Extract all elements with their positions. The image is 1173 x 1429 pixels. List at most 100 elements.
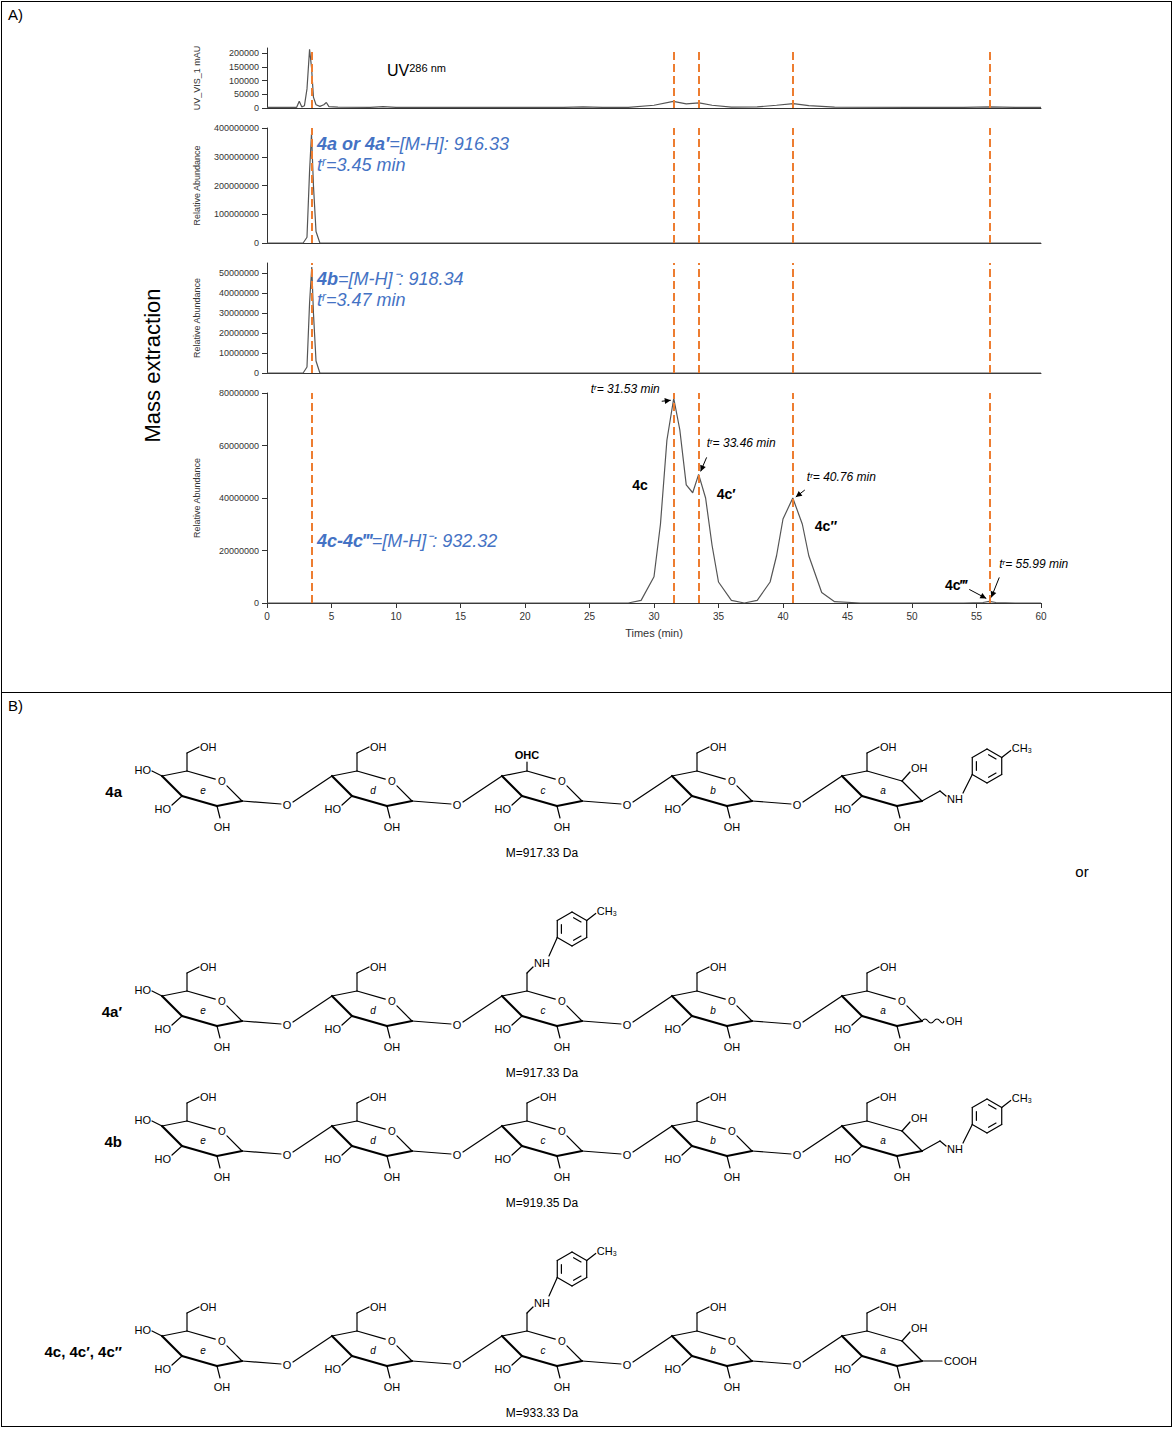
svg-text:45: 45 bbox=[842, 611, 854, 622]
svg-text:OH: OH bbox=[384, 1381, 401, 1393]
svg-text:c: c bbox=[541, 1005, 546, 1016]
svg-text:O: O bbox=[453, 1149, 462, 1161]
svg-text:O: O bbox=[623, 1149, 632, 1161]
svg-text:O: O bbox=[623, 1019, 632, 1031]
svg-text:CH₃: CH₃ bbox=[1012, 742, 1032, 754]
svg-text:=[M-H]: 916.33: =[M-H]: 916.33 bbox=[389, 134, 509, 154]
svg-text:CH₃: CH₃ bbox=[597, 1245, 617, 1257]
svg-text:HO: HO bbox=[325, 1363, 342, 1375]
svg-text:HO: HO bbox=[665, 1153, 682, 1165]
svg-text:80000000: 80000000 bbox=[219, 388, 259, 398]
svg-text:HO: HO bbox=[155, 1363, 172, 1375]
svg-text:HO: HO bbox=[135, 764, 152, 776]
svg-text:t: t bbox=[591, 382, 595, 396]
svg-text:400000000: 400000000 bbox=[214, 123, 259, 133]
svg-text:b: b bbox=[710, 785, 716, 796]
svg-text:30: 30 bbox=[648, 611, 660, 622]
svg-text:4c: 4c bbox=[632, 477, 648, 493]
svg-text:NH: NH bbox=[534, 957, 550, 969]
svg-text:OH: OH bbox=[214, 1381, 231, 1393]
svg-text:OH: OH bbox=[724, 1381, 741, 1393]
svg-text:OH: OH bbox=[200, 961, 217, 973]
svg-text:O: O bbox=[218, 776, 226, 787]
svg-text:4a: 4a bbox=[105, 783, 122, 800]
svg-text:CH₃: CH₃ bbox=[597, 905, 617, 917]
svg-text:HO: HO bbox=[495, 1153, 512, 1165]
svg-text:HO: HO bbox=[835, 1363, 852, 1375]
svg-text:Relative Abundance: Relative Abundance bbox=[192, 458, 202, 538]
svg-text:OH: OH bbox=[370, 961, 387, 973]
svg-text:HO: HO bbox=[835, 1023, 852, 1035]
svg-text:O: O bbox=[793, 1149, 802, 1161]
svg-text:b: b bbox=[710, 1345, 716, 1356]
svg-text:20: 20 bbox=[519, 611, 531, 622]
svg-text:O: O bbox=[388, 996, 396, 1007]
svg-text:UV_VIS_1 mAU: UV_VIS_1 mAU bbox=[192, 46, 202, 111]
svg-text:0: 0 bbox=[254, 103, 259, 113]
svg-text:OH: OH bbox=[724, 1171, 741, 1183]
svg-text:286 nm: 286 nm bbox=[409, 62, 446, 74]
svg-text:a: a bbox=[880, 1345, 886, 1356]
svg-text:O: O bbox=[283, 1019, 292, 1031]
svg-text:HO: HO bbox=[155, 1153, 172, 1165]
svg-text:or: or bbox=[1075, 863, 1088, 880]
svg-text:= 33.46 min: = 33.46 min bbox=[713, 436, 776, 450]
svg-text:4a′: 4a′ bbox=[102, 1003, 123, 1020]
svg-text:4c‴: 4c‴ bbox=[945, 577, 969, 593]
svg-text:O: O bbox=[218, 996, 226, 1007]
svg-text:b: b bbox=[710, 1005, 716, 1016]
svg-text:OH: OH bbox=[214, 1171, 231, 1183]
svg-text:HO: HO bbox=[495, 1023, 512, 1035]
svg-text:NH: NH bbox=[534, 1297, 550, 1309]
svg-text:M=917.33 Da: M=917.33 Da bbox=[506, 1066, 579, 1080]
svg-text:O: O bbox=[558, 1336, 566, 1347]
svg-text:OH: OH bbox=[554, 821, 571, 833]
svg-text:O: O bbox=[728, 776, 736, 787]
svg-text:O: O bbox=[558, 776, 566, 787]
svg-text:HO: HO bbox=[495, 1363, 512, 1375]
svg-text:OH: OH bbox=[554, 1041, 571, 1053]
svg-text:b: b bbox=[710, 1135, 716, 1146]
svg-text:c: c bbox=[541, 1135, 546, 1146]
svg-text:= 40.76 min: = 40.76 min bbox=[813, 470, 876, 484]
svg-text:HO: HO bbox=[665, 803, 682, 815]
svg-text:Relative Abundance: Relative Abundance bbox=[192, 145, 202, 225]
svg-text:OH: OH bbox=[200, 741, 217, 753]
svg-text:O: O bbox=[453, 1359, 462, 1371]
svg-text:O: O bbox=[793, 1359, 802, 1371]
svg-text:200000: 200000 bbox=[229, 48, 259, 58]
svg-text:HO: HO bbox=[495, 803, 512, 815]
svg-text:M=933.33 Da: M=933.33 Da bbox=[506, 1406, 579, 1420]
svg-text:M=917.33 Da: M=917.33 Da bbox=[506, 846, 579, 860]
svg-text:O: O bbox=[218, 1126, 226, 1137]
svg-text:HO: HO bbox=[835, 803, 852, 815]
svg-text:OH: OH bbox=[710, 961, 727, 973]
svg-text:M=919.35 Da: M=919.35 Da bbox=[506, 1196, 579, 1210]
svg-text:O: O bbox=[453, 1019, 462, 1031]
svg-text:OH: OH bbox=[911, 762, 928, 774]
svg-text:20000000: 20000000 bbox=[219, 546, 259, 556]
svg-text:O: O bbox=[558, 1126, 566, 1137]
svg-text:4c′: 4c′ bbox=[717, 486, 737, 502]
svg-text:300000000: 300000000 bbox=[214, 152, 259, 162]
svg-text:UV: UV bbox=[387, 62, 410, 79]
svg-text:NH: NH bbox=[947, 1143, 963, 1155]
svg-text:25: 25 bbox=[584, 611, 596, 622]
svg-text:40000000: 40000000 bbox=[219, 493, 259, 503]
svg-text:O: O bbox=[388, 1126, 396, 1137]
svg-text:OH: OH bbox=[200, 1301, 217, 1313]
svg-text:O: O bbox=[793, 1019, 802, 1031]
svg-text:20000000: 20000000 bbox=[219, 328, 259, 338]
svg-text:O: O bbox=[283, 799, 292, 811]
svg-text:HO: HO bbox=[135, 1114, 152, 1126]
svg-text:a: a bbox=[880, 785, 886, 796]
svg-text:O: O bbox=[388, 776, 396, 787]
svg-text:HO: HO bbox=[135, 984, 152, 996]
svg-text:60: 60 bbox=[1035, 611, 1047, 622]
svg-text:OH: OH bbox=[370, 1301, 387, 1313]
svg-text:0: 0 bbox=[254, 368, 259, 378]
svg-text:d: d bbox=[370, 1135, 376, 1146]
svg-text:=[M-H]⁻: 918.34: =[M-H]⁻: 918.34 bbox=[338, 269, 464, 289]
svg-text:OH: OH bbox=[880, 1301, 897, 1313]
svg-text:e: e bbox=[200, 1135, 206, 1146]
